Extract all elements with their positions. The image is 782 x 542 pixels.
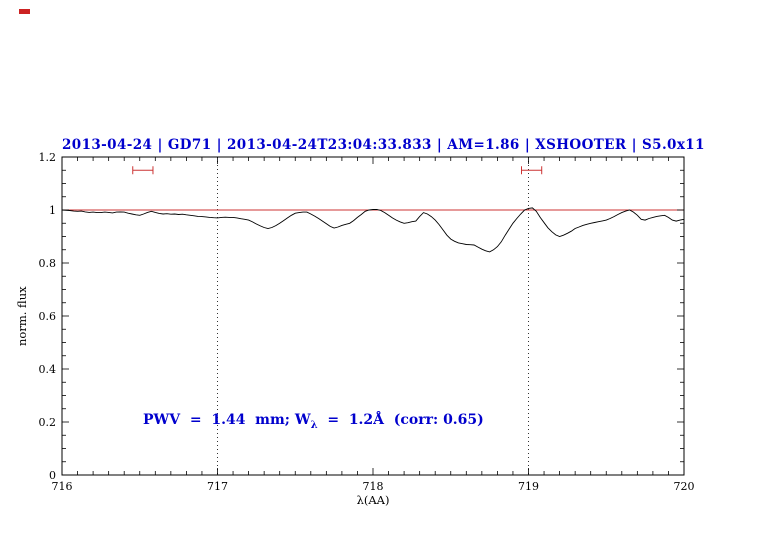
- screen-artifact-red: [19, 9, 30, 14]
- pwv-annotation-post: = 1.2Å (corr: 0.65): [317, 412, 484, 428]
- y-tick-label: 0.2: [39, 416, 57, 429]
- y-tick-label: 0.6: [39, 310, 57, 323]
- y-tick-label: 1.2: [39, 151, 57, 164]
- x-tick-label: 718: [363, 480, 384, 493]
- lambda-subscript: λ: [310, 419, 318, 431]
- y-tick-label: 0.4: [39, 363, 57, 376]
- x-tick-label: 716: [52, 480, 73, 493]
- pwv-annotation: PWV = 1.44 mm; Wλ = 1.2Å (corr: 0.65): [143, 412, 484, 431]
- y-tick-label: 0: [49, 469, 56, 482]
- pwv-annotation-pre: PWV = 1.44 mm; W: [143, 412, 311, 428]
- y-tick-label: 1: [49, 204, 56, 217]
- x-tick-label: 719: [518, 480, 539, 493]
- y-tick-label: 0.8: [39, 257, 57, 270]
- spectrum-line: [61, 207, 685, 253]
- x-tick-label: 720: [674, 480, 695, 493]
- x-axis-label: λ(AA): [356, 493, 390, 507]
- x-tick-label: 717: [207, 480, 228, 493]
